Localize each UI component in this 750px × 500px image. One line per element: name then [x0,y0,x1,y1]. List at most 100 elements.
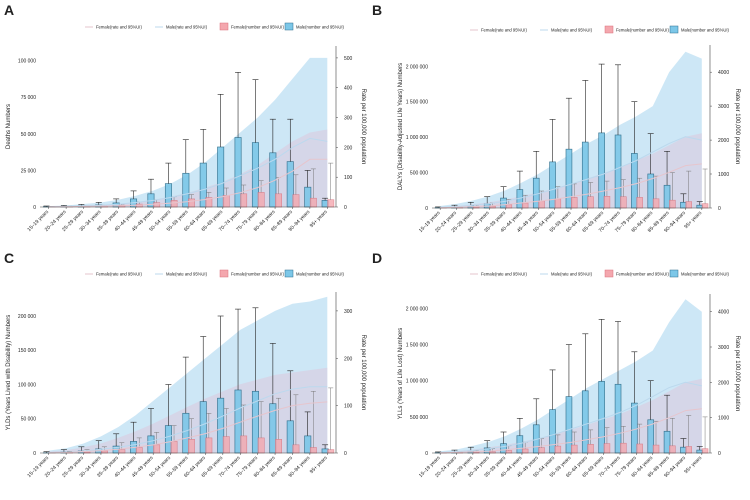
female-bar [686,447,692,454]
female-bar [637,197,643,208]
y2-tick-label: 1000 [718,172,729,178]
y-tick-label: 25 000 [21,168,37,174]
female-bar [310,198,316,207]
female-bar [275,439,281,453]
legend-male-rate-label: Male(rate and 95%UI) [551,28,593,33]
y-tick-label: 500 000 [410,171,428,177]
y-axis-title-a: Deaths Numbers [6,104,12,149]
y2-tick-label: 400 [344,86,353,92]
female-bar [702,449,708,453]
female-bar [555,199,561,208]
legend-male-number-label: Male(number and 95%UI) [681,272,730,277]
female-bar [188,439,194,453]
legend-female-number-swatch [605,270,613,277]
female-bar [702,204,708,208]
female-bar [258,192,264,207]
panel-letter-b: B [372,2,382,18]
female-bar [604,444,610,453]
female-bar [136,448,142,454]
legend-female-rate-label: Female(rate and 95%UI) [481,28,527,33]
y-tick-label: 1 500 000 [406,100,428,106]
male-bar [566,397,572,453]
female-bar [506,451,512,454]
y2-tick-label: 3000 [718,104,729,110]
female-bar [119,450,125,453]
y2-tick-label: 4000 [718,310,729,316]
legend-male-rate-label: Male(rate and 95%UI) [551,272,593,277]
x-tick-label: 95+ years [309,455,329,475]
y-tick-label: 500 000 [410,415,428,421]
y2-axis-title-b: Rate per 100,000 population [734,89,740,165]
x-tick-label: 95+ years [683,455,703,475]
y2-tick-label: 1000 [718,416,729,422]
y2-axis-title-a: Rate per 100,000 population [360,89,366,165]
female-bar [171,441,177,453]
female-bar [686,202,692,208]
female-bar [223,437,229,453]
female-bar [241,436,247,453]
female-bar [653,199,659,208]
female-bar [310,448,316,454]
x-tick-label: 95+ years [683,210,703,230]
y-tick-label: 50 000 [21,417,37,423]
female-bar [669,200,675,208]
female-bar [522,449,528,453]
female-bar [293,445,299,453]
y2-tick-label: 300 [344,309,353,315]
female-bar [328,450,334,453]
female-bar [571,445,577,453]
legend-female-rate-label: Female(rate and 95%UI) [481,272,527,277]
y-tick-label: 1 000 000 [406,379,428,385]
female-bar [328,200,334,207]
legend-male-number-label: Male(number and 95%UI) [681,28,730,33]
legend-female-rate-label: Female(rate and 95%UI) [96,272,142,277]
y2-tick-label: 0 [344,451,347,457]
y-tick-label: 100 000 [18,383,36,389]
x-tick-label: 95+ years [309,209,329,229]
y2-tick-label: 200 [344,356,353,362]
y2-tick-label: 2000 [718,138,729,144]
legend-female-number-swatch [220,23,228,30]
female-bar [241,194,247,207]
panel-letter-a: A [4,2,14,18]
y-tick-label: 2 000 000 [406,307,428,313]
y2-tick-label: 3000 [718,345,729,351]
y-tick-label: 150 000 [18,348,36,354]
female-bar [506,205,512,208]
y-tick-label: 2 000 000 [406,64,428,70]
y-tick-label: 0 [33,451,36,457]
y2-tick-label: 4000 [718,70,729,76]
panel-letter-c: C [4,250,14,266]
y2-axis-title-d: Rate per 100,000 population [734,336,740,412]
legend-female-number-label: Female(number and 95%UI) [616,272,669,277]
legend-male-number-label: Male(number and 95%UI) [296,25,345,30]
female-bar [275,194,281,207]
female-bar [154,445,160,453]
male-bar [287,162,293,207]
female-bar [604,196,610,208]
y-axis-title-b: DALYs (Disability-Adjusted Life Years) N… [398,63,404,190]
female-bar [637,444,643,453]
female-bar [223,195,229,207]
male-bar [252,143,258,207]
female-bar [620,443,626,453]
female-bar [588,444,594,453]
female-bar [588,197,594,208]
female-bar [293,195,299,207]
male-bar [582,391,588,453]
female-bar [539,201,545,208]
y2-tick-label: 0 [344,205,347,211]
legend-female-rate-label: Female(rate and 95%UI) [96,25,142,30]
female-bar [206,438,212,453]
female-bar [653,445,659,453]
female-bar [620,197,626,208]
male-bar [615,384,621,453]
female-bar [188,199,194,207]
legend-male-number-swatch [670,26,678,33]
y2-tick-label: 2000 [718,380,729,386]
